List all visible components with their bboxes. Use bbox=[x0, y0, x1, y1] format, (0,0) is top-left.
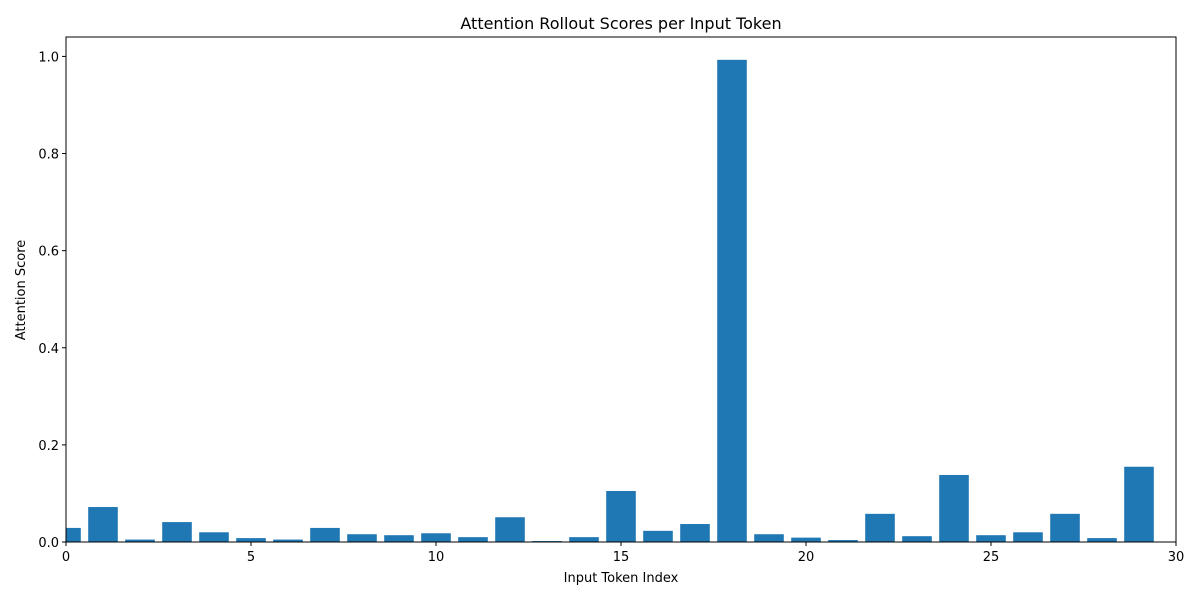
x-axis-label: Input Token Index bbox=[564, 571, 679, 586]
bar-token-6 bbox=[273, 539, 303, 542]
bar-token-28 bbox=[1087, 538, 1117, 542]
bar-token-27 bbox=[1050, 513, 1080, 542]
bar-token-12 bbox=[495, 517, 525, 542]
x-tick-label: 10 bbox=[428, 550, 445, 565]
bar-token-8 bbox=[347, 534, 377, 542]
bar-token-7 bbox=[310, 527, 340, 542]
bar-token-23 bbox=[902, 536, 932, 542]
y-tick-label: 0.2 bbox=[38, 439, 59, 454]
bar-token-14 bbox=[569, 537, 599, 542]
y-tick-label: 0.8 bbox=[38, 148, 59, 163]
y-axis-ticks: 0.0 0.2 0.4 0.6 0.8 1.0 bbox=[38, 50, 66, 551]
x-tick-label: 5 bbox=[247, 550, 255, 565]
bar-token-17 bbox=[680, 524, 710, 542]
y-tick-label: 1.0 bbox=[38, 50, 59, 65]
bar-token-21 bbox=[828, 540, 858, 542]
plot-frame bbox=[65, 36, 1177, 543]
x-tick-label: 20 bbox=[798, 550, 815, 565]
x-tick-label: 0 bbox=[62, 550, 70, 565]
bar-token-3 bbox=[162, 522, 192, 542]
bar-token-16 bbox=[643, 530, 673, 542]
bar-token-15 bbox=[606, 491, 636, 542]
bar-token-4 bbox=[199, 532, 229, 542]
bar-token-20 bbox=[791, 537, 821, 542]
bar-token-2 bbox=[125, 539, 155, 542]
bar-token-24 bbox=[939, 474, 969, 542]
bar-token-18 bbox=[717, 59, 747, 543]
y-tick-label: 0.0 bbox=[38, 536, 59, 551]
x-tick-label: 30 bbox=[1168, 550, 1185, 565]
y-tick-label: 0.6 bbox=[38, 245, 59, 260]
chart-title: Attention Rollout Scores per Input Token bbox=[460, 14, 781, 33]
bar-token-10 bbox=[421, 533, 451, 542]
x-tick-label: 25 bbox=[983, 550, 1000, 565]
bar-token-25 bbox=[976, 535, 1006, 542]
bar-token-5 bbox=[236, 538, 266, 542]
bar-token-22 bbox=[865, 513, 895, 542]
y-tick-label: 0.4 bbox=[38, 342, 59, 357]
bar-token-19 bbox=[754, 534, 784, 542]
x-tick-label: 15 bbox=[613, 550, 630, 565]
bar-token-26 bbox=[1013, 532, 1043, 542]
x-axis-ticks: 0 5 10 15 20 25 30 bbox=[62, 542, 1184, 565]
bar-token-1 bbox=[88, 507, 118, 542]
bar-token-9 bbox=[384, 535, 414, 542]
bar-token-0 bbox=[66, 527, 81, 542]
bars-group bbox=[66, 59, 1154, 543]
y-axis-label: Attention Score bbox=[14, 240, 29, 341]
bar-token-29 bbox=[1124, 466, 1154, 542]
bar-token-11 bbox=[458, 537, 488, 542]
